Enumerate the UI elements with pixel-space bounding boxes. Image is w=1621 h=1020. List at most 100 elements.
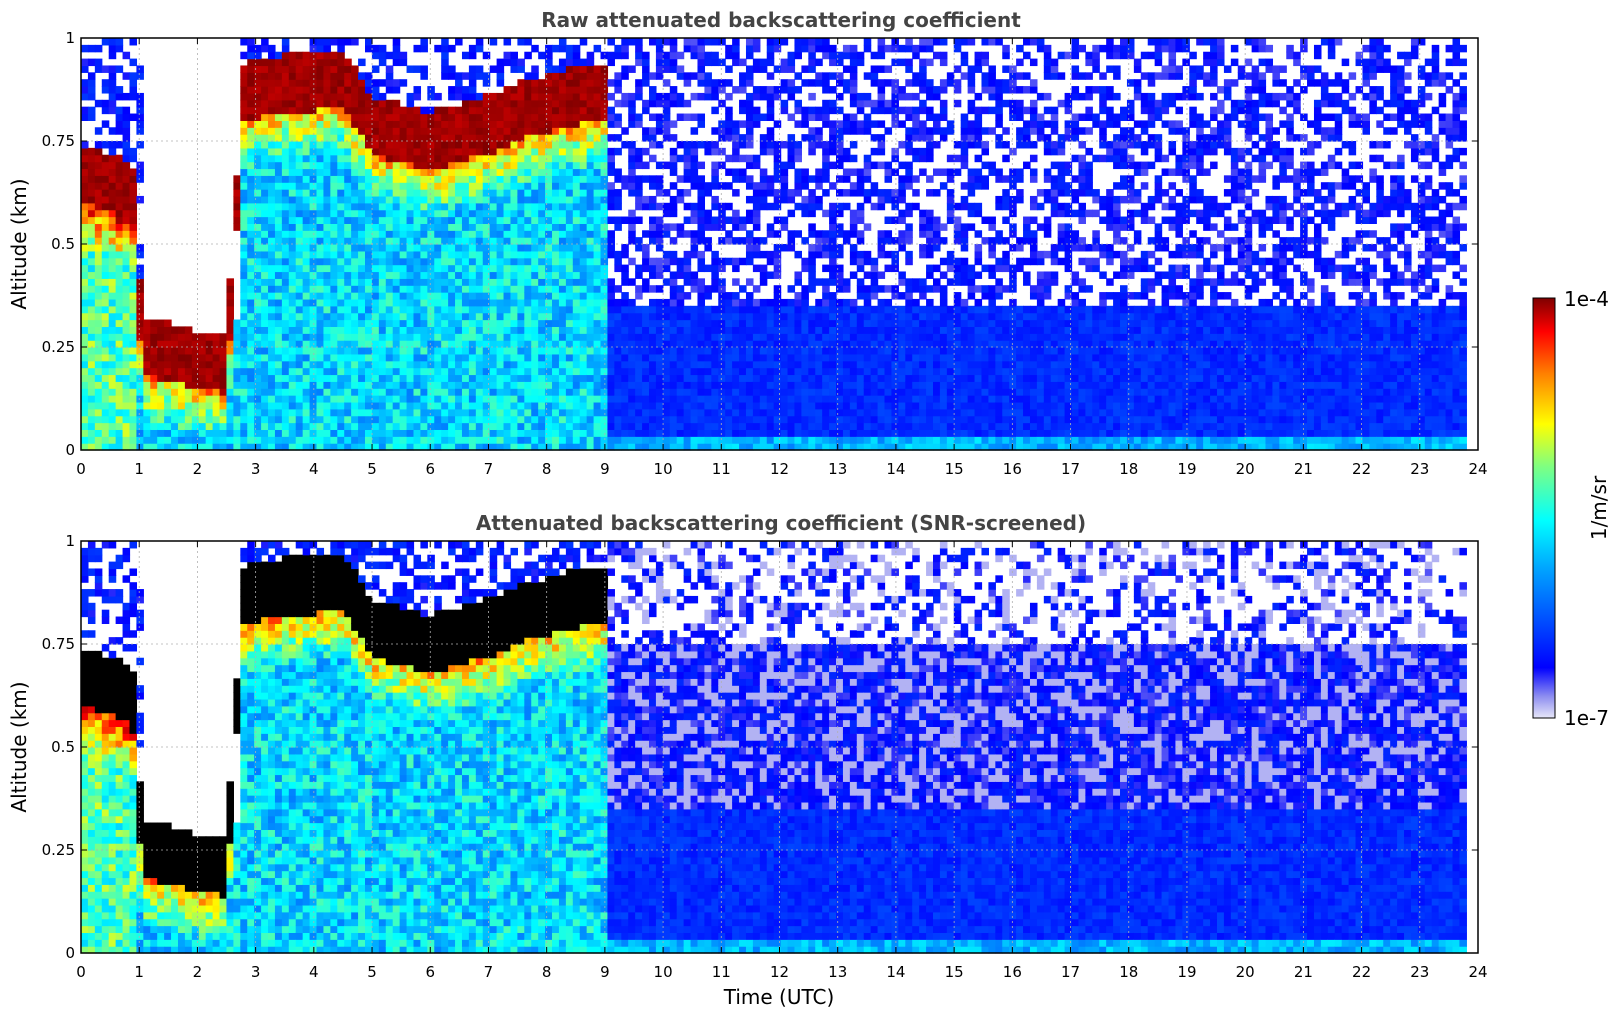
heatmap-cell [572,298,581,307]
heatmap-cell [531,72,539,80]
heatmap-cell [129,395,138,403]
heatmap-cell [461,285,470,293]
heatmap-cell [413,154,422,163]
heatmap-cell [662,106,671,115]
heatmap-cell [392,175,401,183]
heatmap-cell [669,340,678,348]
heatmap-cell [337,443,345,451]
heatmap-cell [427,347,435,355]
heatmap-cell [711,360,719,369]
heatmap-cell [413,443,422,451]
heatmap-cell [87,223,96,231]
heatmap-cell [725,333,733,341]
heatmap-cell [240,79,248,87]
heatmap-cell [108,333,117,341]
heatmap-cell [184,401,193,410]
heatmap-cell [108,436,117,444]
heatmap-cell [517,257,525,266]
heatmap-cell [261,92,269,101]
heatmap-cell [129,230,138,238]
heatmap-cell [261,374,269,382]
heatmap-cell [614,147,622,156]
heatmap-cell [558,443,567,451]
heatmap-cell [545,333,553,341]
heatmap-cell [240,319,248,327]
heatmap-cell [254,436,262,444]
heatmap-cell [420,250,428,259]
heatmap-cell [662,415,671,424]
heatmap-cell [704,312,712,321]
heatmap-cell [81,92,89,101]
heatmap-cell [122,326,131,334]
heatmap-cell [129,72,138,80]
heatmap-cell [122,250,131,259]
heatmap-cell [725,374,733,382]
heatmap-cell [607,422,615,430]
heatmap-cell [752,38,761,46]
heatmap-cell [461,161,470,170]
heatmap-cell [344,367,352,376]
heatmap-cell [558,333,567,341]
heatmap-cell [510,312,518,321]
heatmap-cell [468,381,477,389]
heatmap-cell [683,292,692,300]
heatmap-cell [261,340,269,348]
heatmap-cell [531,65,539,73]
heatmap-cell [219,429,228,437]
heatmap-cell [448,237,456,245]
heatmap-cell [323,244,331,252]
heatmap-cell [281,257,290,266]
heatmap-cell [662,374,671,382]
heatmap-cell [489,141,498,149]
heatmap-cell [399,395,408,403]
heatmap-cell [468,237,477,245]
heatmap-cell [115,360,124,369]
heatmap-cell [115,388,124,396]
heatmap-cell [794,401,802,410]
heatmap-cell [240,326,248,334]
heatmap-cell [572,360,581,369]
heatmap-cell [565,422,574,430]
heatmap-cell [780,161,789,170]
heatmap-cell [628,113,636,121]
heatmap-cell [302,360,311,369]
heatmap-cell [406,182,415,190]
heatmap-cell [108,127,117,135]
heatmap-cell [489,264,498,273]
heatmap-cell [448,298,456,307]
heatmap-cell [461,168,470,176]
heatmap-cell [378,127,387,135]
heatmap-cell [136,429,144,437]
heatmap-cell [572,250,581,259]
heatmap-cell [780,305,789,314]
heatmap-cell [94,347,103,355]
heatmap-cell [524,298,532,307]
heatmap-cell [565,237,574,245]
heatmap-cell [261,99,269,108]
heatmap-cell [794,292,802,300]
heatmap-cell [496,134,505,142]
heatmap-cell [538,285,546,293]
heatmap-cell [344,298,352,307]
heatmap-cell [434,134,442,142]
heatmap-cell [171,374,179,382]
heatmap-cell [718,182,726,190]
heatmap-cell [732,141,740,149]
heatmap-cell [732,168,740,176]
heatmap-cell [281,395,290,403]
heatmap-cell [524,216,532,224]
heatmap-cell [552,312,560,321]
heatmap-cell [309,278,318,286]
heatmap-cell [295,347,304,355]
heatmap-cell [288,141,297,149]
heatmap-cell [448,312,456,321]
heatmap-cell [129,436,138,444]
heatmap-cell [780,99,789,108]
heatmap-cell [448,319,456,327]
heatmap-cell [593,264,602,273]
heatmap-cell [586,202,595,211]
heatmap-cell [378,326,387,334]
heatmap-cell [510,223,518,231]
heatmap-cell [427,209,435,218]
heatmap-cell [649,257,657,266]
